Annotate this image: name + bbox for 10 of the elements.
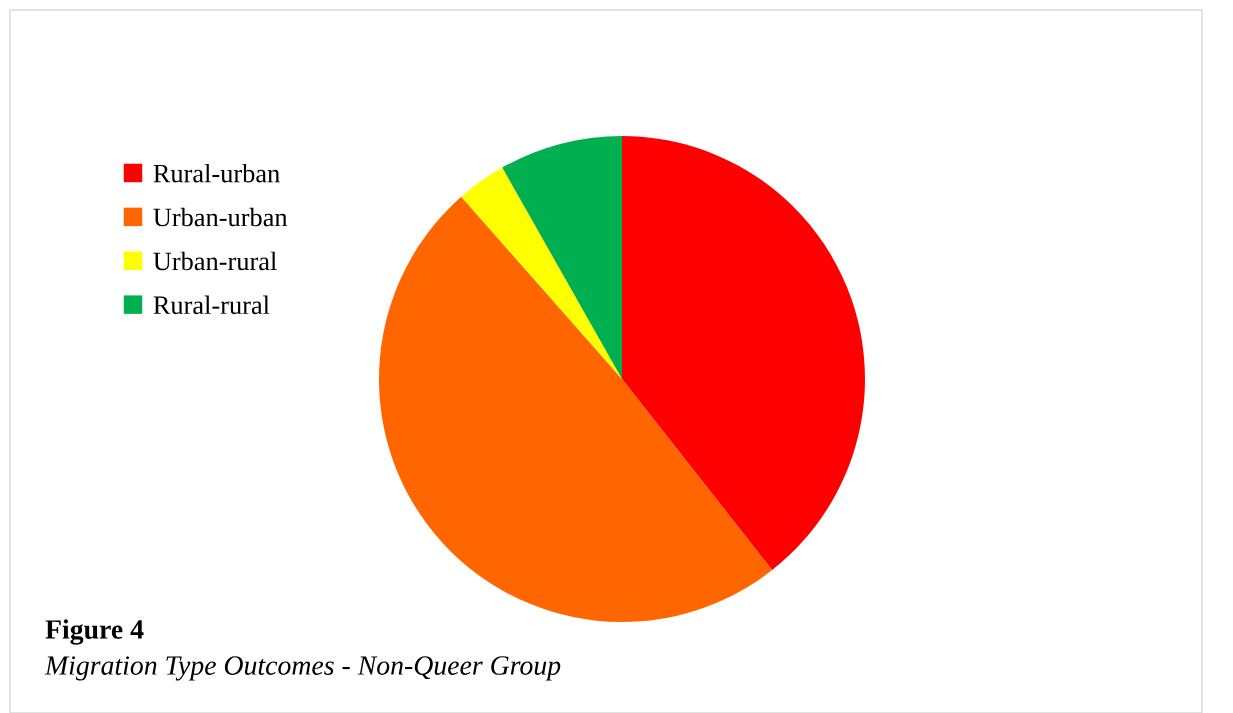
text: Figure 4 xyxy=(45,619,144,645)
legend-label: Urban-rural xyxy=(153,251,277,271)
text: Migration Type Outcomes - Non-Queer Group xyxy=(44,656,561,681)
legend-label: Urban-urban xyxy=(153,207,288,227)
pie-slice xyxy=(622,136,865,571)
legend-label: Rural-urban xyxy=(153,163,280,183)
pie-slice xyxy=(461,167,622,379)
pie-slice xyxy=(379,196,773,622)
pie-slice xyxy=(502,136,622,379)
legend-label: Rural-rural xyxy=(153,295,270,315)
